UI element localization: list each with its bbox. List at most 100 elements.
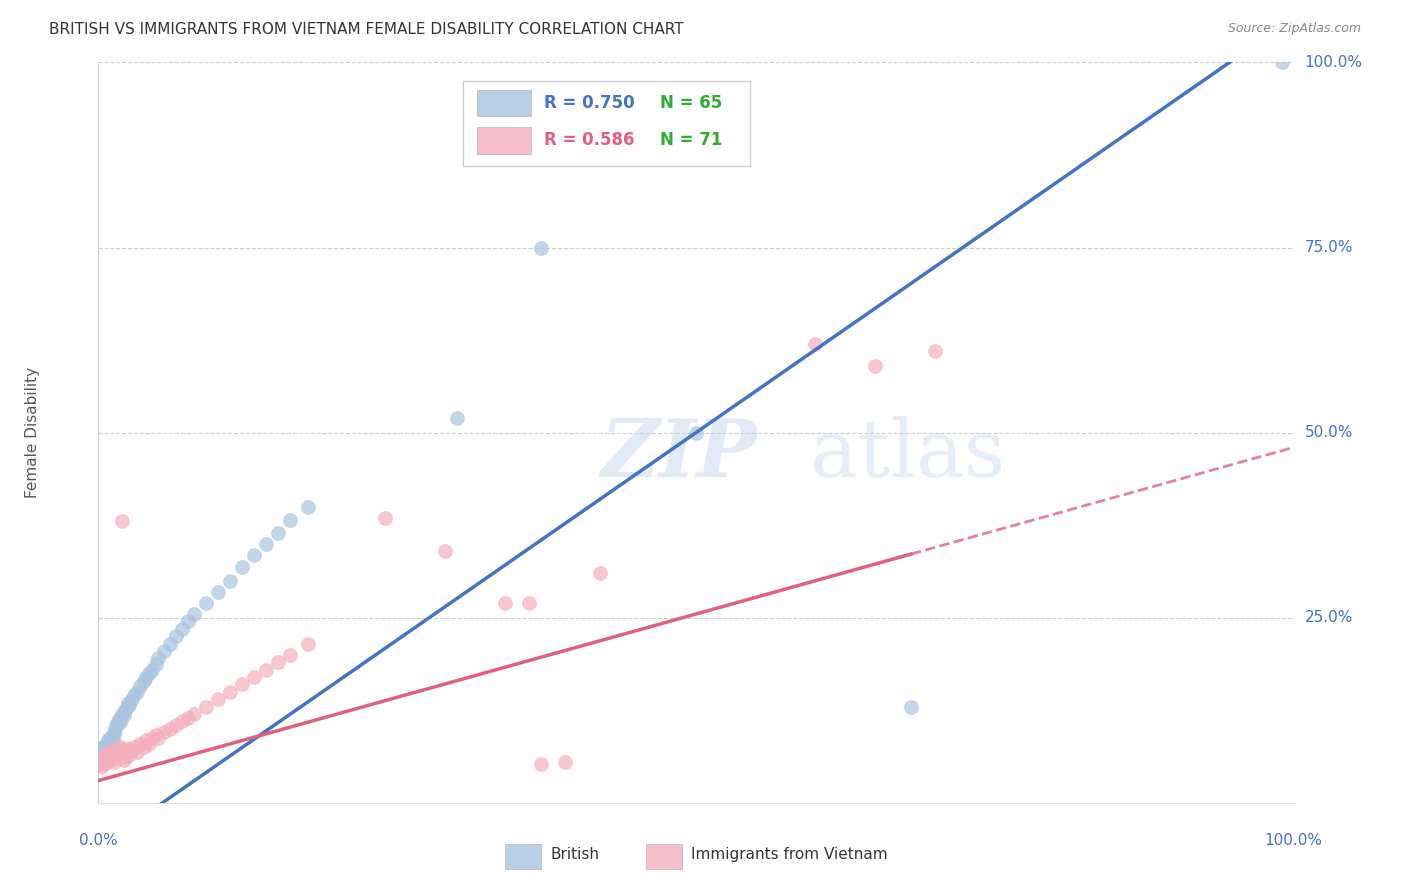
Point — [141, 731, 163, 745]
Point — [195, 699, 218, 714]
Point — [90, 751, 112, 765]
Point — [94, 754, 117, 768]
Point — [165, 718, 187, 732]
Point — [159, 722, 181, 736]
Point — [89, 757, 111, 772]
Text: R = 0.586: R = 0.586 — [544, 131, 634, 149]
Point — [112, 708, 135, 723]
Point — [107, 715, 129, 730]
Point — [98, 744, 122, 758]
Text: N = 65: N = 65 — [661, 95, 723, 112]
Point — [112, 753, 135, 767]
Point — [195, 596, 218, 610]
Point — [98, 750, 121, 764]
Point — [100, 747, 122, 762]
Point — [89, 747, 111, 762]
Point — [97, 732, 120, 747]
Point — [148, 651, 170, 665]
Point — [103, 751, 125, 765]
Point — [177, 711, 200, 725]
Point — [96, 751, 118, 765]
Point — [96, 737, 118, 751]
Point — [183, 607, 205, 621]
Text: 75.0%: 75.0% — [1305, 240, 1353, 255]
Point — [177, 615, 200, 629]
Point — [121, 692, 143, 706]
Text: Source: ZipAtlas.com: Source: ZipAtlas.com — [1227, 22, 1361, 36]
Point — [101, 746, 124, 760]
Point — [124, 689, 146, 703]
Point — [153, 725, 176, 739]
Point — [153, 644, 176, 658]
Point — [159, 637, 181, 651]
Point — [96, 747, 118, 762]
Text: ZIP: ZIP — [600, 416, 758, 493]
Text: R = 0.750: R = 0.750 — [544, 95, 636, 112]
Point — [172, 622, 194, 636]
Point — [900, 699, 922, 714]
Point — [117, 742, 139, 756]
Point — [145, 657, 167, 671]
Point — [100, 737, 122, 751]
Text: British: British — [550, 847, 599, 863]
Point — [231, 560, 253, 574]
Point — [118, 698, 141, 712]
Point — [103, 755, 125, 769]
Point — [297, 500, 319, 514]
Text: 100.0%: 100.0% — [1305, 55, 1362, 70]
Point — [135, 670, 157, 684]
Point — [114, 750, 136, 764]
Point — [183, 706, 205, 721]
Point — [132, 740, 155, 755]
Point — [111, 742, 134, 756]
Point — [254, 663, 277, 677]
Point — [243, 548, 266, 562]
Point — [254, 536, 277, 550]
Point — [108, 740, 131, 755]
Point — [278, 648, 301, 662]
Point — [91, 740, 114, 755]
Point — [685, 425, 707, 440]
FancyBboxPatch shape — [463, 81, 749, 166]
Point — [804, 336, 827, 351]
Point — [93, 744, 115, 758]
Point — [97, 753, 120, 767]
Point — [530, 757, 553, 772]
Point — [110, 746, 132, 760]
Point — [111, 706, 134, 721]
Point — [1271, 55, 1294, 70]
Point — [94, 750, 117, 764]
Point — [90, 760, 112, 774]
Point — [104, 746, 127, 760]
Point — [145, 728, 167, 742]
Point — [100, 729, 122, 743]
Point — [207, 584, 229, 599]
Point — [111, 515, 134, 529]
Point — [554, 755, 576, 769]
Point — [434, 544, 457, 558]
Point — [91, 751, 114, 765]
Point — [589, 566, 612, 581]
Point — [207, 692, 229, 706]
Point — [135, 732, 157, 747]
Point — [129, 679, 152, 693]
Text: 25.0%: 25.0% — [1305, 610, 1353, 625]
Point — [91, 742, 114, 756]
Point — [103, 728, 125, 742]
Point — [115, 699, 138, 714]
Point — [94, 738, 117, 752]
Text: Immigrants from Vietnam: Immigrants from Vietnam — [692, 847, 887, 863]
Point — [105, 718, 128, 732]
Point — [98, 735, 121, 749]
Point — [91, 747, 114, 762]
Point — [90, 755, 112, 769]
Point — [231, 677, 253, 691]
Point — [865, 359, 887, 373]
Point — [138, 737, 160, 751]
Text: N = 71: N = 71 — [661, 131, 723, 149]
Point — [141, 663, 163, 677]
Point — [125, 746, 148, 760]
Point — [297, 637, 319, 651]
Point — [93, 753, 115, 767]
Point — [90, 744, 112, 758]
